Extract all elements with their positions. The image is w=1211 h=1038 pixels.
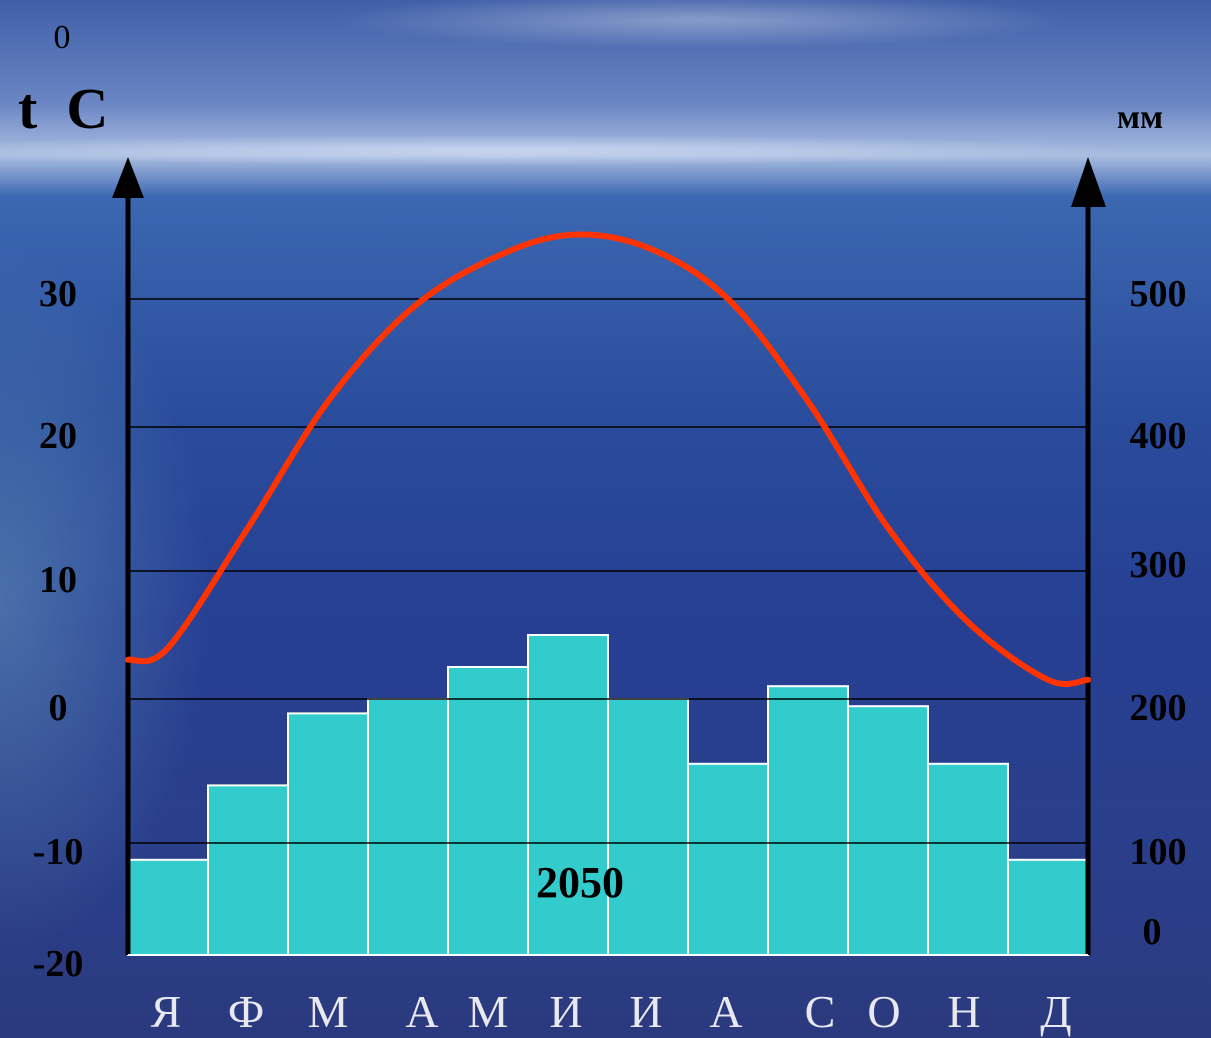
precipitation-bar bbox=[527, 634, 609, 956]
left-tick-label: -10 bbox=[33, 831, 84, 873]
left-tick-label: 30 bbox=[39, 273, 77, 315]
precipitation-bar bbox=[767, 685, 849, 956]
month-label: Я bbox=[151, 986, 182, 1037]
precipitation-bar bbox=[607, 698, 689, 956]
corner-label: 0 bbox=[54, 19, 71, 56]
left-tick-label: 20 bbox=[39, 415, 77, 457]
left-tick-labels: 30 20 10 0 -10 -20 bbox=[33, 273, 84, 985]
month-label: О bbox=[867, 986, 900, 1037]
right-tick-label: 400 bbox=[1130, 415, 1187, 457]
precipitation-bars bbox=[127, 634, 1089, 957]
precipitation-bar bbox=[1007, 858, 1089, 956]
month-label: Ф bbox=[228, 986, 264, 1037]
precipitation-bar bbox=[927, 762, 1009, 956]
right-tick-label: 200 bbox=[1130, 687, 1187, 729]
month-label: И bbox=[549, 986, 582, 1037]
axes bbox=[112, 157, 1106, 956]
temperature-line bbox=[125, 231, 1091, 688]
month-label: С bbox=[805, 986, 836, 1037]
month-label: М bbox=[308, 986, 349, 1037]
month-label: Н bbox=[947, 986, 980, 1037]
right-axis-label: мм bbox=[1117, 99, 1163, 136]
month-label: Д bbox=[1040, 986, 1071, 1037]
right-tick-labels: 500 400 300 200 100 0 bbox=[1130, 273, 1187, 953]
right-tick-label: 300 bbox=[1130, 544, 1187, 586]
month-label: М bbox=[468, 986, 509, 1037]
month-label: А bbox=[709, 986, 742, 1037]
left-axis-label: t C bbox=[18, 76, 108, 141]
left-axis-arrow-icon bbox=[112, 157, 144, 198]
right-tick-label: 500 bbox=[1130, 273, 1187, 315]
month-label: А bbox=[405, 986, 438, 1037]
month-label: И bbox=[629, 986, 662, 1037]
gridlines bbox=[128, 298, 1088, 844]
left-tick-label: -20 bbox=[33, 943, 84, 985]
precipitation-bar bbox=[127, 858, 209, 956]
precipitation-bar bbox=[447, 666, 529, 956]
precipitation-bar bbox=[287, 712, 369, 957]
total-precipitation-label: 2050 bbox=[536, 858, 624, 907]
right-tick-label: 100 bbox=[1130, 831, 1187, 873]
left-tick-label: 0 bbox=[49, 687, 68, 729]
precipitation-bar bbox=[207, 784, 289, 957]
precipitation-bar bbox=[847, 705, 929, 957]
precipitation-bar bbox=[687, 762, 769, 956]
precipitation-bar bbox=[367, 698, 449, 956]
left-tick-label: 10 bbox=[39, 559, 77, 601]
right-tick-label: 0 bbox=[1143, 911, 1162, 953]
right-axis-arrow-icon bbox=[1071, 157, 1106, 207]
